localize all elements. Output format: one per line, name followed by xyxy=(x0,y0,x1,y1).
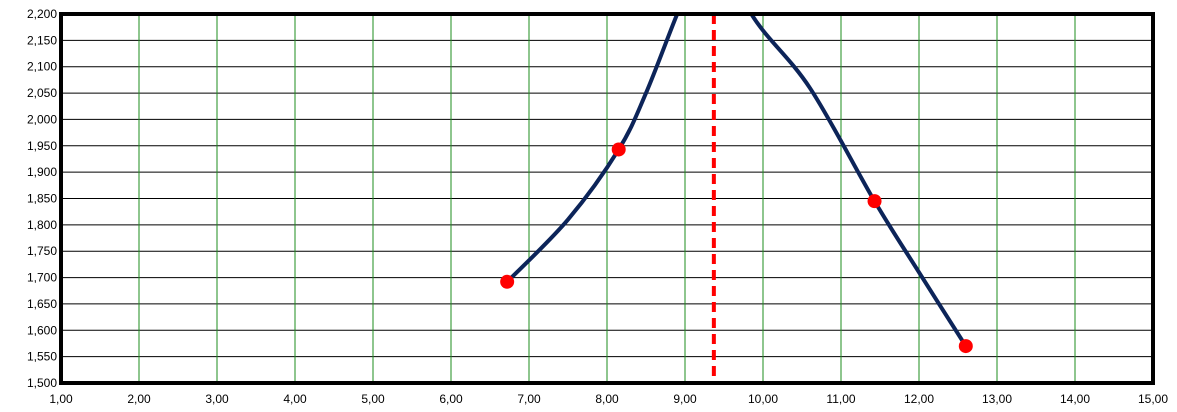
y-tick-label: 2,000 xyxy=(27,112,57,126)
markers-group xyxy=(500,142,973,354)
x-tick-label: 15,00 xyxy=(1138,392,1168,406)
x-tick-label: 5,00 xyxy=(361,392,385,406)
y-tick-label: 1,700 xyxy=(27,271,57,285)
x-tick-label: 2,00 xyxy=(127,392,151,406)
data-point-3 xyxy=(958,339,973,354)
x-tick-label: 4,00 xyxy=(283,392,307,406)
y-tick-label: 1,750 xyxy=(27,244,57,258)
y-tick-label: 1,950 xyxy=(27,139,57,153)
y-tick-label: 1,900 xyxy=(27,165,57,179)
y-tick-label: 1,650 xyxy=(27,297,57,311)
y-tick-label: 1,500 xyxy=(27,376,57,390)
x-tick-label: 11,00 xyxy=(826,392,855,406)
x-tick-label: 8,00 xyxy=(595,392,619,406)
y-tick-label: 1,850 xyxy=(27,192,57,206)
x-tick-label: 14,00 xyxy=(1060,392,1090,406)
x-tick-label: 10,00 xyxy=(748,392,778,406)
x-tick-label: 3,00 xyxy=(205,392,229,406)
y-tick-label: 2,100 xyxy=(27,60,57,74)
x-tick-label: 13,00 xyxy=(982,392,1012,406)
x-tick-label: 1,00 xyxy=(49,392,73,406)
y-tick-label: 1,550 xyxy=(27,350,57,364)
y-tick-label: 1,600 xyxy=(27,323,57,337)
y-tick-label: 1,800 xyxy=(27,218,57,232)
y-tick-labels: 1,500 1,550 1,600 1,650 1,700 1,750 1,800 1,850… xyxy=(27,7,57,390)
data-point-2 xyxy=(867,194,882,209)
x-tick-label: 6,00 xyxy=(439,392,463,406)
x-tick-label: 7,00 xyxy=(517,392,541,406)
y-tick-label: 2,150 xyxy=(27,33,57,47)
series-group xyxy=(505,14,968,349)
y-tick-label: 2,200 xyxy=(27,7,57,21)
data-point-1 xyxy=(611,142,626,157)
x-tick-label: 12,00 xyxy=(904,392,934,406)
series-line-0 xyxy=(505,14,968,349)
x-tick-labels: 1,00 2,00 3,00 4,00 5,00 6,00 7,00 8,00 9,00 10,0… xyxy=(49,392,1168,406)
x-tick-label: 9,00 xyxy=(673,392,697,406)
data-point-0 xyxy=(500,274,515,289)
y-tick-label: 2,050 xyxy=(27,86,57,100)
plot-frame xyxy=(59,12,1155,385)
